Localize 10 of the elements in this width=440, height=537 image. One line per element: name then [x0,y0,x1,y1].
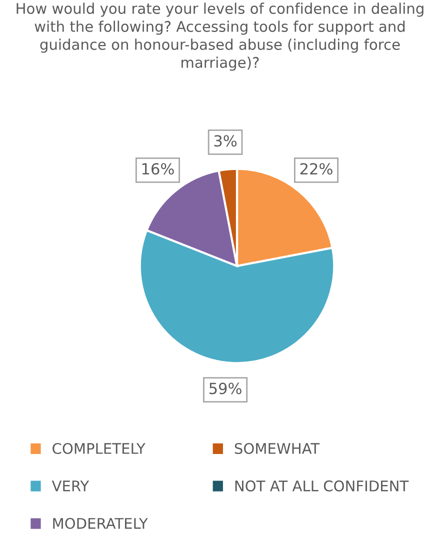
data-label: 16% [142,163,174,175]
legend-label: SOMEWHAT [234,442,320,454]
legend-label: COMPLETELY [52,442,146,454]
legend-label: NOT AT ALL CONFIDENT [235,480,409,492]
legend-label: VERY [52,480,90,492]
data-label: 22% [300,163,332,175]
data-label: 3% [214,135,237,147]
legend-label: MODERATELY [53,518,148,529]
data-label: 59% [210,382,242,394]
chart-title: How would you rate your levels of confidence in dealing with the following? Accessing tools for support and guidance on honour-based abuse (including force marriage)? [16,2,424,71]
